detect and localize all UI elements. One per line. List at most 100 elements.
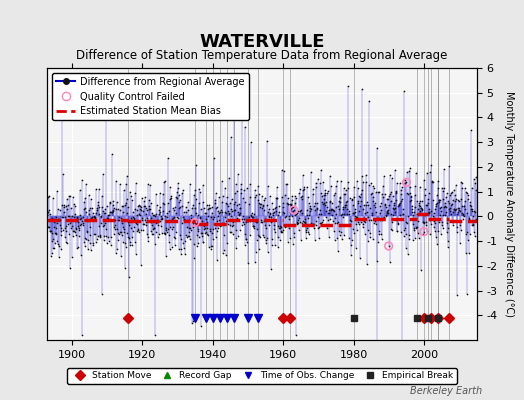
Point: [150, 212, 159, 219]
Point: [303, 212, 311, 218]
Point: [379, 194, 387, 200]
Point: [178, 190, 187, 196]
Point: [176, 192, 184, 198]
Point: [442, 204, 450, 210]
Point: [377, 231, 386, 237]
Point: [129, 228, 138, 234]
Point: [62, 223, 70, 229]
Point: [416, 184, 424, 190]
Point: [280, 222, 288, 228]
Point: [61, 225, 69, 231]
Point: [217, 209, 226, 216]
Point: [96, 234, 104, 240]
Point: [46, 228, 54, 234]
Point: [279, 209, 287, 215]
Point: [46, 211, 54, 217]
Point: [387, 198, 396, 204]
Point: [128, 217, 136, 224]
Point: [307, 206, 315, 212]
Point: [102, 203, 111, 210]
Point: [261, 194, 269, 201]
Point: [106, 200, 115, 206]
Point: [119, 226, 128, 232]
Point: [472, 216, 481, 222]
Point: [45, 224, 53, 231]
Point: [209, 235, 217, 242]
Point: [370, 202, 378, 208]
Point: [310, 203, 318, 209]
Point: [187, 227, 195, 234]
Point: [447, 218, 456, 224]
Point: [269, 206, 278, 213]
Point: [434, 219, 443, 225]
Point: [244, 214, 253, 220]
Point: [267, 242, 276, 248]
Point: [324, 207, 333, 214]
Point: [73, 219, 82, 226]
Point: [133, 212, 141, 218]
Point: [369, 183, 378, 190]
Point: [82, 181, 90, 187]
Point: [253, 219, 261, 226]
Point: [58, 102, 67, 109]
Point: [102, 226, 111, 232]
Point: [457, 179, 465, 186]
Point: [390, 202, 398, 208]
Point: [269, 212, 277, 218]
Point: [422, 221, 431, 228]
Point: [334, 219, 343, 225]
Point: [463, 209, 472, 216]
Point: [201, 225, 209, 231]
Point: [371, 204, 379, 210]
Point: [162, 229, 171, 236]
Point: [141, 194, 149, 200]
Point: [351, 209, 359, 215]
Point: [305, 204, 314, 211]
Point: [208, 243, 216, 250]
Point: [136, 203, 144, 209]
Point: [305, 208, 314, 214]
Point: [384, 210, 392, 216]
Point: [189, 220, 198, 226]
Point: [80, 199, 88, 206]
Point: [250, 217, 259, 224]
Point: [235, 201, 244, 207]
Point: [115, 229, 124, 235]
Point: [152, 211, 160, 218]
Point: [350, 230, 358, 236]
Point: [285, 224, 293, 231]
Point: [270, 209, 279, 215]
Point: [132, 180, 140, 186]
Point: [341, 204, 349, 210]
Point: [212, 205, 220, 212]
Point: [102, 233, 110, 239]
Point: [413, 224, 421, 230]
Point: [287, 202, 296, 208]
Point: [263, 202, 271, 208]
Point: [364, 202, 373, 208]
Point: [318, 219, 326, 226]
Point: [397, 198, 406, 204]
Point: [99, 223, 107, 229]
Point: [279, 200, 288, 206]
Point: [402, 230, 410, 237]
Point: [101, 206, 109, 212]
Point: [191, 205, 200, 212]
Point: [421, 212, 429, 218]
Point: [134, 226, 142, 232]
Point: [51, 214, 60, 220]
Point: [84, 237, 92, 244]
Point: [383, 209, 391, 215]
Point: [260, 216, 269, 222]
Point: [105, 208, 114, 215]
Point: [330, 192, 338, 198]
Point: [220, 220, 228, 226]
Point: [237, 222, 246, 229]
Point: [268, 200, 277, 206]
Point: [234, 211, 243, 218]
Point: [442, 190, 451, 196]
Point: [121, 202, 129, 208]
Point: [67, 218, 75, 224]
Point: [98, 193, 106, 200]
Point: [460, 212, 468, 219]
